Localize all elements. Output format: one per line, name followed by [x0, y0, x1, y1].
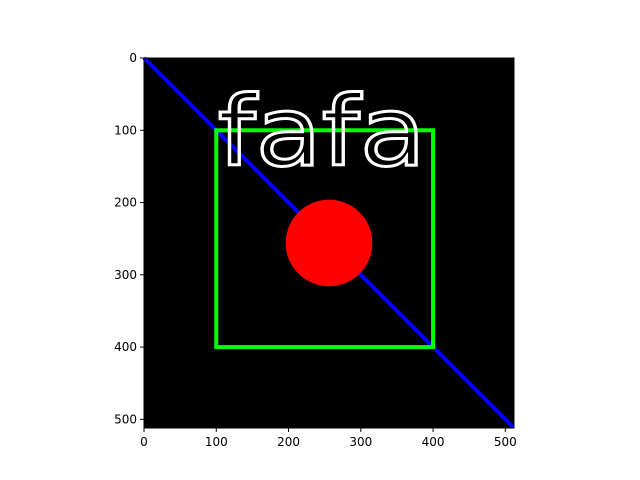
y-axis: 0 100 200 300 400 500: [114, 51, 144, 426]
x-tick-label: 200: [277, 435, 300, 449]
x-tick-label: 400: [422, 435, 445, 449]
y-tick-label: 0: [129, 51, 137, 65]
x-tick-label: 100: [205, 435, 228, 449]
axes: fafa 0 100 200 300 400 500 0 100 200 300 400 500: [114, 51, 517, 449]
x-tick-label: 500: [494, 435, 517, 449]
drawn-text-label: fafa: [218, 76, 426, 188]
x-tick-label: 0: [140, 435, 148, 449]
red-circle: [285, 199, 373, 287]
axes-frame: [143, 57, 515, 429]
y-tick-label: 400: [114, 340, 137, 354]
y-tick-label: 300: [114, 268, 137, 282]
y-tick-label: 500: [114, 412, 137, 426]
x-tick-label: 300: [349, 435, 372, 449]
y-tick-label: 200: [114, 196, 137, 210]
x-axis: 0 100 200 300 400 500: [140, 428, 517, 449]
y-tick-label: 100: [114, 123, 137, 137]
green-rectangle: [214, 128, 436, 350]
image-layer: fafa: [142, 56, 515, 429]
